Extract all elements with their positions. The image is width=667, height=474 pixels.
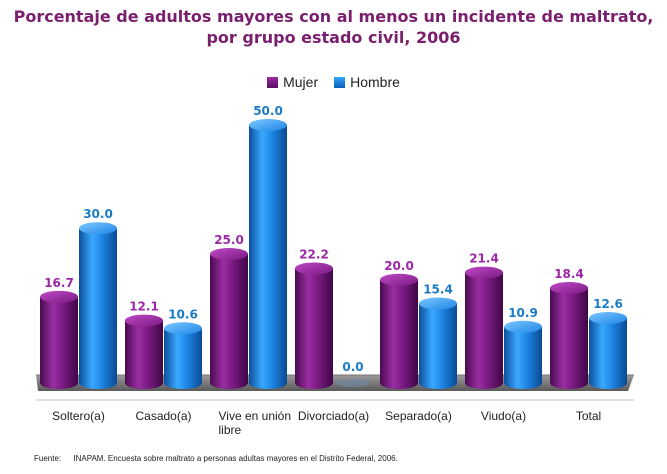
data-label-hombre-casado-a: 10.6 (168, 307, 198, 321)
bar-hombre-total (589, 317, 627, 389)
data-label-mujer-separado-a: 20.0 (384, 259, 414, 273)
bar-cap-mujer-separado-a (380, 273, 418, 286)
bar-hombre-viudo-a (504, 326, 542, 389)
data-label-mujer-divorciado-a: 22.2 (299, 247, 329, 261)
bar-cap-hombre-total (589, 311, 627, 324)
legend-swatch-mujer (267, 76, 279, 88)
x-tick-label-total: Total (576, 409, 601, 423)
data-label-mujer-total: 18.4 (554, 267, 584, 281)
bar-cap-mujer-divorciado-a (295, 262, 333, 275)
data-label-mujer-soltero-a: 16.7 (44, 276, 74, 290)
legend-item-hombre: Hombre (334, 74, 400, 90)
bar-mujer-vive-en-union-libre (210, 254, 248, 389)
bar-mujer-viudo-a (465, 272, 503, 389)
bar-mujer-casado-a (125, 320, 163, 389)
chart-title: Porcentaje de adultos mayores con al men… (0, 6, 667, 48)
bar-cap-mujer-viudo-a (465, 266, 503, 279)
bar-cap-mujer-vive-en-union-libre (210, 248, 248, 260)
data-label-hombre-total: 12.6 (593, 297, 623, 311)
legend: Mujer Hombre (0, 74, 667, 90)
x-tick-label-separado-a: Separado(a) (385, 409, 452, 423)
bar-mujer-separado-a (380, 279, 418, 389)
legend-label-mujer: Mujer (283, 74, 319, 90)
bar-cap-hombre-casado-a (164, 322, 202, 335)
bar-mujer-divorciado-a (295, 268, 333, 389)
source-label: Fuente: (34, 454, 62, 463)
x-tick-label-casado-a: Casado(a) (135, 409, 191, 423)
bar-mujer-total (550, 288, 588, 389)
data-label-hombre-divorciado-a: 0.0 (342, 360, 363, 374)
bar-cap-mujer-soltero-a (40, 290, 78, 303)
data-label-hombre-vive-en-union-libre: 50.0 (253, 104, 283, 118)
x-tick-label-vive-en-union-libre: Vive en unión libre (219, 409, 292, 437)
data-label-mujer-vive-en-union-libre: 25.0 (214, 233, 244, 247)
source-text: INAPAM. Encuesta sobre maltrato a person… (73, 454, 398, 463)
bar-cap-mujer-total (550, 282, 588, 295)
data-label-hombre-separado-a: 15.4 (423, 283, 453, 297)
legend-item-mujer: Mujer (267, 74, 318, 90)
bar-cap-hombre-viudo-a (504, 320, 542, 333)
legend-swatch-hombre (334, 76, 346, 88)
data-label-mujer-casado-a: 12.1 (129, 300, 159, 314)
bar-cap-hombre-soltero-a (79, 222, 117, 235)
source-note: Fuente: INAPAM. Encuesta sobre maltrato … (34, 454, 398, 463)
chart-title-line-2: por grupo estado civil, 2006 (206, 28, 461, 47)
bar-mujer-soltero-a (40, 296, 78, 389)
x-tick-label-soltero-a: Soltero(a) (52, 409, 105, 423)
data-label-mujer-viudo-a: 21.4 (469, 252, 499, 266)
data-label-hombre-viudo-a: 10.9 (508, 306, 538, 320)
bar-cap-mujer-casado-a (125, 314, 163, 327)
x-tick-label-viudo-a: Viudo(a) (481, 409, 526, 423)
data-label-hombre-soltero-a: 30.0 (83, 207, 113, 221)
chart-title-line-1: Porcentaje de adultos mayores con al men… (13, 7, 654, 26)
bar-hombre-vive-en-union-libre (249, 125, 287, 389)
bar-cap-hombre-vive-en-union-libre (249, 119, 287, 131)
bar-hombre-soltero-a (79, 228, 117, 389)
bar-hombre-divorciado-a (336, 379, 370, 387)
x-tick-label-divorciado-a: Divorciado(a) (298, 409, 369, 423)
bar-hombre-casado-a (164, 328, 202, 389)
bar-cap-hombre-separado-a (419, 297, 457, 310)
legend-label-hombre: Hombre (350, 74, 400, 90)
bar-hombre-separado-a (419, 303, 457, 389)
